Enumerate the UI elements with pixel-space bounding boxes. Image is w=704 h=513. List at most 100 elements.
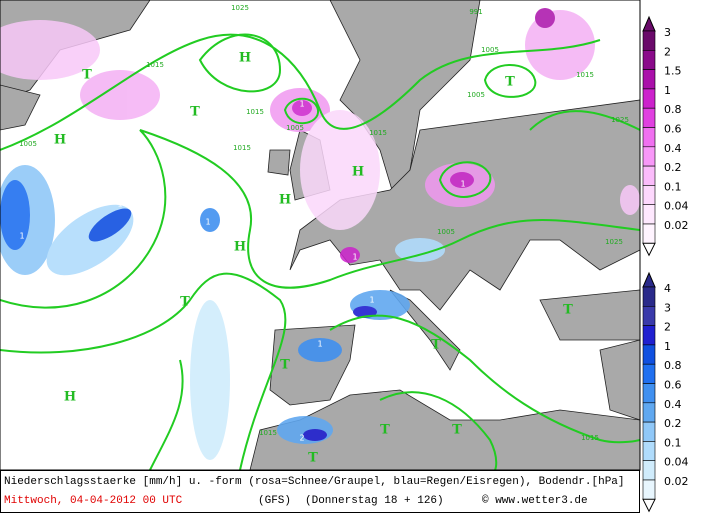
cell-label: 1 [352, 253, 357, 262]
pressure-labels: 1025 991 1005 1015 1015 1005 1005 1015 1… [19, 4, 629, 442]
legend-swatch [642, 88, 656, 109]
isobar-label: 1005 [467, 91, 485, 99]
legend-swatch [642, 30, 656, 51]
isobar-label: 1015 [233, 144, 251, 152]
cell-label: 1 [19, 232, 24, 241]
legend-label: 0.02 [664, 475, 689, 488]
isobars [0, 33, 641, 471]
legend-swatch [642, 402, 656, 423]
legend-swatch [642, 479, 656, 500]
cell-label: 1 [317, 340, 322, 349]
footer-source: © www.wetter3.de [482, 495, 588, 507]
legend-swatch [642, 127, 656, 148]
low-center: T [452, 423, 462, 438]
cell-label: 1 [205, 218, 210, 227]
legend-arrow-bottom [642, 498, 656, 513]
legend-label: 0.04 [664, 456, 689, 469]
legend-label: 1 [664, 84, 671, 97]
legend-swatch [642, 305, 656, 326]
high-center: H [279, 193, 291, 208]
legend-swatch [642, 223, 656, 244]
isobar-label: 1025 [605, 238, 623, 246]
legend-swatch [642, 146, 656, 167]
legend-label: 0.6 [664, 123, 682, 136]
isobar-label: 1015 [146, 61, 164, 69]
legend-swatch [642, 165, 656, 186]
legend-label: 0.8 [664, 103, 682, 116]
isobar-label: 1005 [19, 140, 37, 148]
legend-label: 0.8 [664, 359, 682, 372]
legend-swatch [642, 383, 656, 404]
isobar-label: 1015 [246, 108, 264, 116]
cell-labels: 1 1 1 1 1 1 1 1 2 [19, 100, 465, 443]
legend-label: 1 [664, 340, 671, 353]
legend-label: 2 [664, 45, 671, 58]
low-center: T [563, 303, 573, 318]
high-center: H [239, 51, 251, 66]
legend-label: 0.6 [664, 379, 682, 392]
high-center: H [54, 133, 66, 148]
low-center: T [505, 75, 515, 90]
legend-arrow-top [642, 271, 656, 288]
high-center: H [234, 240, 246, 255]
legend-swatch [642, 185, 656, 205]
cell-label: 1 [369, 296, 374, 305]
low-center: T [180, 295, 190, 310]
legend-label: 0.1 [664, 436, 682, 449]
isobar-label: 1025 [231, 4, 249, 12]
precipitation-rain [0, 165, 445, 460]
isobar-label: 1015 [581, 434, 599, 442]
legend-label: 3 [664, 26, 671, 39]
legend-label: 4 [664, 282, 671, 295]
legend-label: 0.2 [664, 161, 682, 174]
legend-label: 0.1 [664, 180, 682, 193]
low-center: T [380, 423, 390, 438]
legend-label: 0.02 [664, 219, 689, 232]
legend-arrow-bottom [642, 242, 656, 257]
cell-label: 1 [299, 100, 304, 109]
footer-date: Mittwoch, 04-04-2012 00 UTC [4, 495, 183, 507]
isobar-label: 1025 [611, 116, 629, 124]
legend: 3 2 1.5 1 0.8 0.6 0.4 0.2 0.1 0.04 0.02 4 3 2 1 0.8 0.6 0… [642, 15, 689, 513]
footer-model: (GFS) [258, 495, 291, 507]
legend-swatch [642, 421, 656, 442]
low-center: T [190, 105, 200, 120]
isobar-label: 1005 [286, 124, 304, 132]
isobar-label: 1015 [369, 129, 387, 137]
legend-swatch [642, 460, 656, 481]
footer-description: Niederschlagsstaerke [mm/h] u. -form (ro… [4, 476, 625, 488]
legend-swatch [642, 344, 656, 365]
isobar-label: 1015 [576, 71, 594, 79]
cell-label: 1 [117, 200, 122, 209]
legend-arrow-top [642, 15, 656, 32]
high-center: H [352, 165, 364, 180]
legend-swatch [642, 204, 656, 225]
high-center: H [64, 390, 76, 405]
isobar-label: 991 [469, 8, 482, 16]
footer-box [0, 470, 640, 513]
legend-label: 0.2 [664, 417, 682, 430]
legend-label: 2 [664, 321, 671, 334]
footer-run: (Donnerstag 18 + 126) [305, 495, 444, 507]
low-center: T [280, 358, 290, 373]
cell-label: 1 [460, 180, 465, 189]
isobar-label: 1005 [481, 46, 499, 54]
low-center: T [431, 338, 441, 353]
low-center: T [308, 451, 318, 466]
legend-swatch [642, 49, 656, 70]
legend-label: 1.5 [664, 65, 682, 78]
isobar-label: 1015 [259, 429, 277, 437]
pressure-centers: H T T T H H H H T T H T T T T T [54, 51, 573, 466]
precipitation-snow [0, 8, 640, 263]
legend-label: 0.4 [664, 398, 682, 411]
legend-swatch [642, 286, 656, 307]
legend-label: 3 [664, 301, 671, 314]
cell-label: 2 [299, 434, 304, 443]
legend-label: 0.4 [664, 142, 682, 155]
low-center: T [82, 68, 92, 83]
legend-label: 0.04 [664, 200, 689, 213]
isobar-label: 1005 [437, 228, 455, 236]
legend-swatch [642, 107, 656, 128]
